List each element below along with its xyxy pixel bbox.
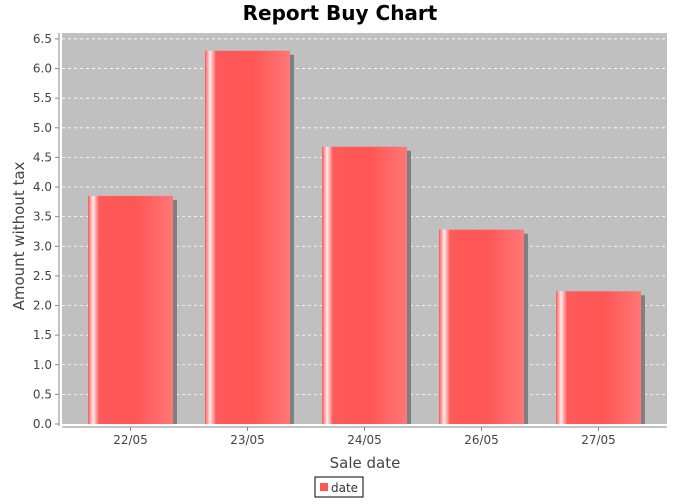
y-tick-label: 6.0 [33, 62, 52, 76]
y-tick-label: 1.5 [33, 328, 52, 342]
x-tick-label: 26/05 [464, 433, 499, 447]
y-tick-label: 0.5 [33, 387, 52, 401]
x-tick-label: 23/05 [230, 433, 265, 447]
x-axis-ticks: 22/05 23/05 24/05 26/05 27/05 [113, 427, 616, 447]
y-tick-label: 6.5 [33, 32, 52, 46]
legend: date [314, 476, 364, 498]
y-tick-label: 3.5 [33, 210, 52, 224]
bars [88, 50, 645, 424]
bar [205, 50, 290, 424]
y-tick-label: 5.0 [33, 121, 52, 135]
legend-swatch [320, 483, 328, 491]
y-tick-label: 5.5 [33, 91, 52, 105]
x-axis-title: Sale date [330, 454, 401, 472]
bar [439, 229, 524, 424]
bar [88, 195, 173, 424]
y-axis-ticks: 0.0 0.5 1.0 1.5 2.0 2.5 3.0 3.5 4.0 4.5 5.0 5.5 6.0 6… [33, 32, 59, 431]
bar [322, 146, 407, 424]
y-tick-label: 4.0 [33, 180, 52, 194]
bar [556, 291, 641, 424]
y-tick-label: 3.0 [33, 239, 52, 253]
x-tick-label: 24/05 [347, 433, 382, 447]
legend-box [314, 476, 364, 498]
x-tick-label: 27/05 [581, 433, 616, 447]
y-tick-label: 0.0 [33, 417, 52, 431]
chart-title: Report Buy Chart [243, 1, 438, 25]
legend-label: date [331, 481, 358, 495]
x-tick-label: 22/05 [113, 433, 148, 447]
y-tick-label: 1.0 [33, 358, 52, 372]
y-tick-label: 4.5 [33, 150, 52, 164]
y-axis-title: Amount without tax [10, 161, 28, 310]
y-tick-label: 2.5 [33, 269, 52, 283]
y-tick-label: 2.0 [33, 299, 52, 313]
